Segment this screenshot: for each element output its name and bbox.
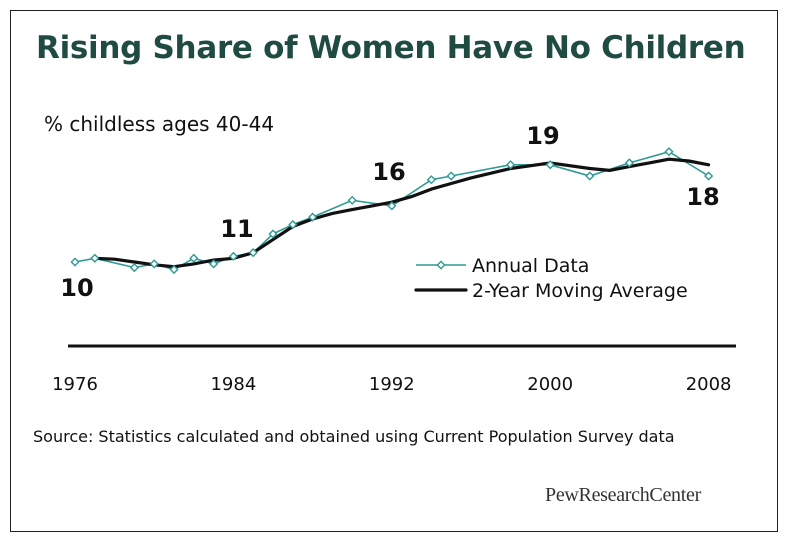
data-point-annual [70, 257, 80, 267]
data-point-annual [209, 259, 219, 269]
data-point-annual [624, 158, 634, 168]
chart-frame [10, 10, 778, 532]
data-point-annual [347, 195, 357, 205]
legend-label-2-year-moving-average: 2-Year Moving Average [472, 280, 688, 302]
line-chart: 1976 1984 1992 2000 2008 10 11 16 19 18 Annual Dat… [52, 122, 736, 395]
data-point-annual [704, 171, 714, 181]
x-tick-label: 2000 [527, 374, 573, 395]
data-point-annual [308, 212, 318, 222]
data-point-annual [446, 171, 456, 181]
legend-marker-annual-data [436, 260, 446, 270]
data-label: 19 [526, 122, 559, 150]
data-point-annual [387, 201, 397, 211]
data-point-annual [129, 263, 139, 273]
data-point-annual [90, 253, 100, 263]
data-point-annual [169, 264, 179, 275]
data-label: 16 [372, 158, 405, 186]
data-point-annual [248, 248, 258, 258]
legend-label-annual-data: Annual Data [472, 255, 589, 277]
data-point-annual [585, 171, 595, 181]
data-label: 10 [60, 274, 93, 302]
pew-research-center-logo: PewResearchCenter [545, 484, 701, 506]
data-point-annual [545, 160, 555, 170]
data-point-annual [288, 220, 298, 230]
chart-title: Rising Share of Women Have No Children [36, 30, 746, 66]
series-line-2-year-moving-average [93, 157, 711, 269]
x-tick-label: 1984 [210, 374, 256, 395]
x-tick-label: 1976 [52, 374, 98, 395]
data-point-annual [149, 259, 159, 269]
data-point-annual [189, 253, 199, 263]
chart-subtitle: % childless ages 40-44 [44, 112, 275, 136]
source-note: Source: Statistics calculated and obtain… [33, 427, 675, 446]
data-point-annual [506, 160, 516, 170]
data-label: 11 [220, 215, 253, 243]
x-tick-label: 1992 [369, 374, 415, 395]
data-point-annual [228, 251, 238, 261]
data-point-annual [268, 229, 278, 239]
data-point-annual [426, 175, 436, 185]
data-label: 18 [686, 183, 719, 211]
x-tick-label: 2008 [686, 374, 732, 395]
data-point-annual [664, 147, 674, 157]
